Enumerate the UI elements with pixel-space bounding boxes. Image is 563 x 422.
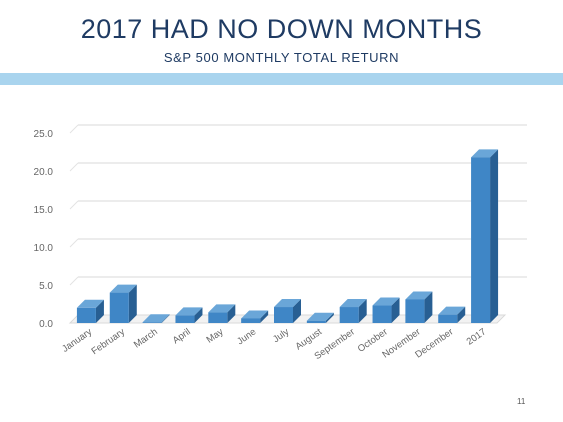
x-tick-label: January <box>60 326 94 355</box>
bar-side <box>391 297 400 323</box>
header-band <box>0 73 563 85</box>
bar-side <box>128 284 137 323</box>
page-number: 11 <box>517 397 526 406</box>
bar <box>142 322 162 323</box>
bar-top <box>339 299 367 308</box>
y-tick-label: 20.0 <box>34 167 54 178</box>
y-tick-label: 5.0 <box>39 281 53 292</box>
x-tick-label: 2017 <box>465 326 489 347</box>
bar-top <box>438 306 466 315</box>
gridline-side <box>69 238 79 248</box>
gridline-side <box>69 162 79 172</box>
x-tick-label: February <box>90 326 128 357</box>
x-tick-label: May <box>205 326 226 345</box>
x-tick-label: April <box>171 326 193 346</box>
bar-side <box>194 307 203 323</box>
bar-top <box>109 284 137 293</box>
bar-top <box>241 310 269 319</box>
bar-side <box>424 291 433 323</box>
bar-top <box>175 307 203 316</box>
gridline-side <box>69 124 79 134</box>
bar-top <box>405 291 433 300</box>
bar <box>438 314 458 323</box>
bar-top <box>274 299 301 308</box>
bar-side <box>457 306 466 323</box>
bar-side <box>325 312 334 323</box>
bar-side <box>260 310 269 323</box>
bar <box>306 320 326 323</box>
bar-side <box>95 299 104 323</box>
y-tick-label: 25.0 <box>34 129 54 140</box>
bar-side <box>227 304 236 323</box>
bar-top <box>471 149 499 158</box>
bar-side <box>293 299 301 323</box>
bar-top <box>372 297 400 306</box>
y-tick-label: 0.0 <box>39 319 53 330</box>
bar-side <box>490 149 499 323</box>
x-tick-label: June <box>235 326 258 347</box>
x-tick-label: July <box>271 326 291 345</box>
bar <box>405 299 425 323</box>
bar <box>372 305 392 323</box>
gridline-side <box>69 200 79 210</box>
bar-top <box>76 299 104 308</box>
bar-side <box>358 299 367 323</box>
slide-subtitle: S&P 500 MONTHLY TOTAL RETURN <box>163 50 400 65</box>
bar <box>471 157 491 323</box>
bar-side <box>161 314 170 323</box>
x-tick-label: March <box>132 326 160 350</box>
bar <box>241 318 261 323</box>
bar <box>274 307 293 323</box>
bar <box>109 292 129 323</box>
bar <box>76 307 96 323</box>
bar <box>175 315 195 323</box>
bar <box>339 307 359 323</box>
bar-top <box>306 312 334 321</box>
gridline-side <box>69 276 79 286</box>
y-tick-label: 15.0 <box>34 205 54 216</box>
bar-top <box>142 314 170 323</box>
bar-top <box>208 304 236 313</box>
y-tick-label: 10.0 <box>34 243 54 254</box>
slide-title: 2017 HAD NO DOWN MONTHS <box>80 14 483 44</box>
bar <box>208 312 228 323</box>
